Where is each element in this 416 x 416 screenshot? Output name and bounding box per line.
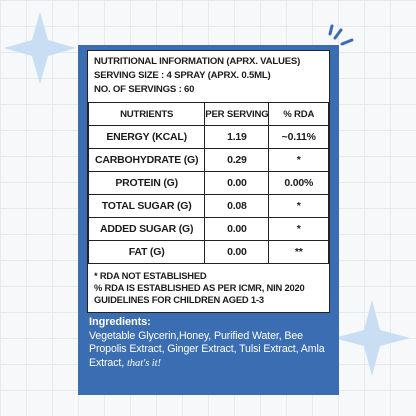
column-header: PER SERVING xyxy=(204,102,270,126)
cell-value: 0.00 xyxy=(204,240,270,264)
table-row: ADDED SUGAR (G) 0.00 * xyxy=(87,217,329,241)
cell-value: 0.08 xyxy=(204,194,270,218)
nutrient: TOTAL SUGAR (G) xyxy=(87,194,206,218)
notes: * RDA NOT ESTABLISHED % RDA IS ESTABLISH… xyxy=(94,270,326,306)
note: % RDA IS ESTABLISHED AS PER ICMR, NIN 20… xyxy=(94,282,305,305)
table-row: PROTEIN (G) 0.00 0.00% xyxy=(87,171,329,195)
header-line: SERVING SIZE : 4 SPRAY (APRX. 0.5ML) xyxy=(94,70,271,81)
column-header: % RDA xyxy=(268,102,329,126)
table-row: CARBOHYDRATE (G) 0.29 * xyxy=(87,148,329,172)
ingredients-heading: Ingredients: xyxy=(89,316,151,328)
nutrient: FAT (G) xyxy=(87,240,206,264)
header-row: NUTRIENTS PER SERVING% RDA xyxy=(87,102,329,126)
nutrient: ENERGY (KCAL) xyxy=(87,125,206,149)
nutrition-table: NUTRIENTS PER SERVING% RDA ENERGY (KCAL) 1.… xyxy=(87,102,329,264)
header-line: NO. OF SERVINGS : 60 xyxy=(94,84,195,95)
table-row: FAT (G) 0.00 ** xyxy=(87,240,329,264)
cell-value: * xyxy=(268,217,329,241)
cell-value: * xyxy=(268,194,329,218)
cell-value: 0.29 xyxy=(204,148,270,172)
cell-value: ~0.11% xyxy=(268,125,329,149)
table-row: TOTAL SUGAR (G) 0.08 * xyxy=(87,194,329,218)
ingredients: Ingredients: Vegetable Glycerin,Honey, P… xyxy=(89,316,335,370)
nutrient: CARBOHYDRATE (G) xyxy=(87,148,206,172)
table-row: ENERGY (KCAL) 1.19 ~0.11% xyxy=(87,125,329,149)
header-line: NUTRITIONAL INFORMATION (APRX. VALUES) xyxy=(94,56,301,67)
nutrition-label: NUTRITIONAL INFORMATION (APRX. VALUES) S… xyxy=(87,50,330,313)
nutrient: ADDED SUGAR (G) xyxy=(87,217,206,241)
ingredients-text: Vegetable Glycerin,Honey, Purified Water… xyxy=(89,329,325,369)
nutrient: PROTEIN (G) xyxy=(87,171,206,195)
cell-value: ** xyxy=(268,240,329,264)
column-header: NUTRIENTS xyxy=(87,102,206,126)
cell-value: 0.00% xyxy=(268,171,329,195)
cell-value: 0.00 xyxy=(204,217,270,241)
tagline: that's it! xyxy=(126,357,161,369)
cell-value: * xyxy=(268,148,329,172)
cell-value: 1.19 xyxy=(204,125,270,149)
note: * RDA NOT ESTABLISHED xyxy=(94,270,207,281)
cell-value: 0.00 xyxy=(204,171,270,195)
